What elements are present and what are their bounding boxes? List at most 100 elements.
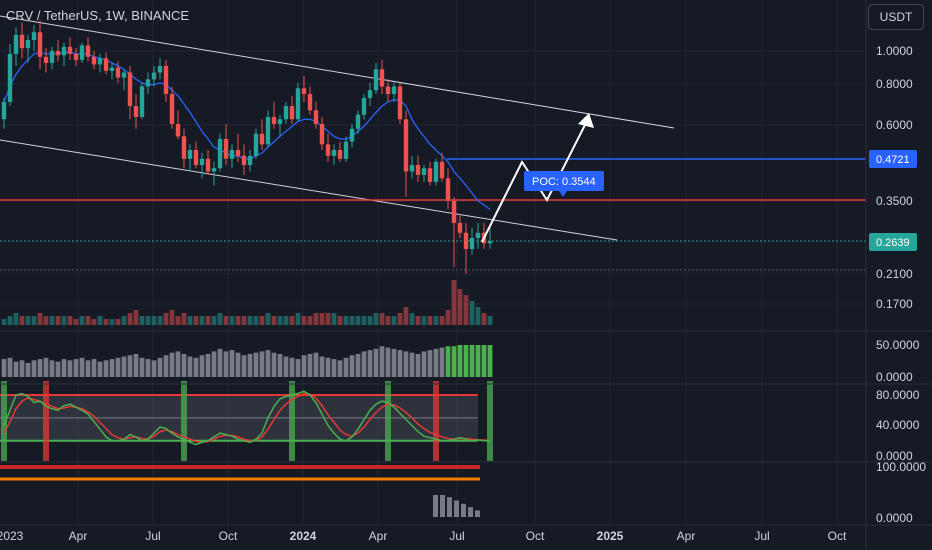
volume-bar [439,316,445,325]
candle [211,161,217,186]
candle [355,110,361,134]
oscillator-bar [67,360,73,377]
candle-body [313,110,319,124]
candle [115,61,121,83]
candle [61,42,67,67]
oscillator-bar [277,353,283,377]
time-tick-label: Apr [369,529,388,543]
volume-bar [223,316,229,325]
candle [331,144,337,166]
candle [85,37,91,62]
candle-body [139,86,145,117]
candle [247,149,253,172]
candle [415,155,421,182]
histogram-bar [475,510,480,517]
candle-body [73,53,79,60]
oscillator-bar [61,359,67,377]
candle-body [193,149,199,166]
histogram-bar [447,497,452,517]
candle-body [301,88,307,94]
candle-body [295,88,301,120]
volume-bar [325,313,331,325]
volume-bar [43,316,49,325]
candle [349,123,355,148]
candle-body [361,97,367,115]
candle [469,227,475,255]
volume-bar [1,319,7,325]
volume-bar [415,316,421,325]
oscillator-bar [193,357,199,377]
candle [283,101,289,124]
histogram-tick-label: 0.0000 [876,511,913,525]
last-price-tag: 0.2639 [869,233,917,251]
oscillator-bar [373,348,379,377]
oscillator-bar [7,357,13,377]
candle-body [487,241,493,244]
oscillator-bar [19,360,25,377]
candle-body [223,138,229,159]
time-axis: 2023 Apr Jul Oct 2024 Apr Jul Oct 2025 Apr Jul Oct [0,529,847,543]
candle-body [97,58,103,65]
oscillator-bar [301,355,307,377]
volume-bar [397,313,403,325]
candle-body [229,149,235,159]
histogram-tick-label: 100.0000 [876,460,926,474]
candle [103,52,109,75]
oscillator-bar [433,348,439,377]
oscillator-bar [337,360,343,377]
volume-bar [367,316,373,325]
candle [451,196,457,268]
oscillator-bar [451,346,457,377]
candle [199,152,205,179]
candle-body [259,133,265,145]
volume-bar [73,319,79,325]
volume-bar [445,310,451,325]
oscillator-bar [43,357,49,377]
candle-body [385,86,391,94]
candle [91,51,97,70]
oscillator-bar [31,360,37,377]
candle [133,93,139,129]
candle [379,59,385,94]
poc-label[interactable]: POC: 0.3544 [524,171,604,197]
candle-body [409,165,415,172]
stochastic-buy-signal [385,381,391,461]
candle-body [271,116,277,124]
candle-body [427,168,433,182]
time-tick-label: Apr [677,529,696,543]
volume-bar [247,316,253,325]
candle [307,86,313,115]
volume-bar [181,313,187,325]
currency-button[interactable]: USDT [868,4,924,30]
oscillator-bar [175,351,181,377]
volume-bar [115,319,121,325]
volume-bar [283,316,289,325]
volume-bar [307,316,313,325]
candle [139,82,145,120]
candle-body [379,69,385,87]
oscillator-bar [103,360,109,377]
oscillator-bar [241,355,247,377]
volume-bar [487,316,493,325]
stochastic-tick-label: 40.0000 [876,418,920,432]
candle [421,165,427,182]
oscillator-bar [49,360,55,377]
volume-bar [205,316,211,325]
time-tick-label: Oct [828,529,847,543]
candle-body [13,34,19,54]
price-tick-label: 0.1700 [876,297,913,311]
oscillator-bar [259,351,265,377]
candle-body [289,106,295,120]
ma-line [3,51,491,210]
volume-bar [349,316,355,325]
candle [109,62,115,80]
oscillator-bar [109,359,115,377]
candle [409,155,415,179]
candle-body [133,106,139,117]
volume-bar [67,316,73,325]
volume-bar [37,313,43,325]
volume-bar [469,301,475,325]
oscillator-bar [325,357,331,377]
oscillator-bar [127,355,133,377]
